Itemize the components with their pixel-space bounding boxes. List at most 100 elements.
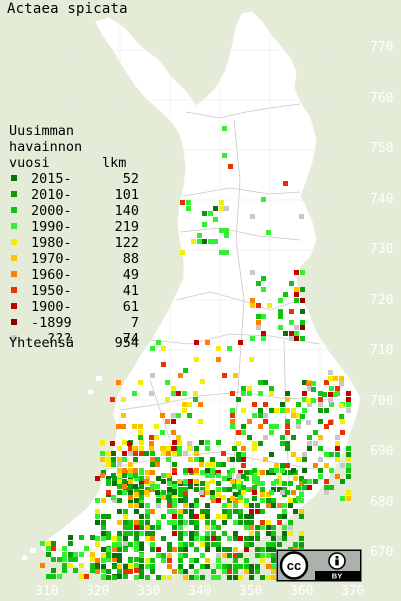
observation-square <box>285 408 290 413</box>
observation-square <box>161 490 166 495</box>
observation-square <box>128 473 133 478</box>
observation-square <box>90 535 95 540</box>
observation-square <box>132 424 137 429</box>
observation-square <box>266 470 271 475</box>
observation-square <box>84 546 89 551</box>
attribution-icon <box>328 552 346 570</box>
observation-square <box>213 217 218 222</box>
observation-square <box>271 487 276 492</box>
observation-square <box>128 569 133 574</box>
observation-square <box>177 446 182 451</box>
observation-square <box>171 430 176 435</box>
observation-square <box>244 503 249 508</box>
observation-square <box>205 440 210 445</box>
observation-square <box>133 468 138 473</box>
observation-square <box>236 397 241 402</box>
observation-square <box>172 440 177 445</box>
observation-square <box>46 546 51 551</box>
observation-square <box>329 386 334 391</box>
legend-total-label: Yhteensä <box>9 335 75 351</box>
observation-square <box>150 373 155 378</box>
observation-square <box>299 542 304 547</box>
observation-square <box>178 558 183 563</box>
observation-square <box>233 509 238 514</box>
observation-square <box>128 451 133 456</box>
observation-square <box>167 476 172 481</box>
observation-square <box>149 435 154 440</box>
observation-square <box>302 380 307 385</box>
island <box>30 548 36 553</box>
observation-square <box>194 479 199 484</box>
observation-square <box>123 509 128 514</box>
legend-count: 49 <box>122 267 139 283</box>
observation-square <box>318 435 323 440</box>
observation-square <box>241 490 246 495</box>
legend-swatch <box>11 255 17 261</box>
observation-square <box>285 463 290 468</box>
observation-square <box>244 514 249 519</box>
observation-square <box>123 514 128 519</box>
observation-square <box>250 303 255 308</box>
observation-square <box>101 558 106 563</box>
observation-square <box>51 541 56 546</box>
observation-square <box>189 531 194 536</box>
observation-square <box>269 452 274 457</box>
observation-square <box>285 446 290 451</box>
legend-row: 1990- 219 <box>9 219 139 235</box>
observation-square <box>128 487 133 492</box>
observation-square <box>335 474 340 479</box>
observation-square <box>274 424 279 429</box>
svg-text:cc: cc <box>287 558 301 573</box>
observation-square <box>346 446 351 451</box>
observation-square <box>51 557 56 562</box>
observation-square <box>335 435 340 440</box>
observation-square <box>289 336 294 341</box>
legend-count-header: lkm <box>102 155 127 171</box>
observation-square <box>227 498 232 503</box>
observation-square <box>244 525 249 530</box>
observation-square <box>311 398 316 403</box>
observation-square <box>167 503 172 508</box>
observation-square <box>149 446 154 451</box>
observation-square <box>117 498 122 503</box>
observation-square <box>233 536 238 541</box>
observation-square <box>224 228 229 233</box>
observation-square <box>150 509 155 514</box>
observation-square <box>324 424 329 429</box>
observation-square <box>227 536 232 541</box>
observation-square <box>171 419 176 424</box>
observation-square <box>271 547 276 552</box>
observation-square <box>167 553 172 558</box>
observation-square <box>283 331 288 336</box>
observation-square <box>346 408 351 413</box>
observation-square <box>282 531 287 536</box>
cc-by-license-badge[interactable]: cc BY <box>276 549 362 582</box>
observation-square <box>227 575 232 580</box>
legend-label: 2015- <box>31 171 72 187</box>
observation-square <box>216 575 221 580</box>
observation-square <box>340 463 345 468</box>
observation-square <box>278 309 283 314</box>
observation-square <box>117 547 122 552</box>
observation-square <box>339 381 344 386</box>
observation-square <box>227 564 232 569</box>
observation-square <box>324 479 329 484</box>
observation-square <box>256 314 261 319</box>
observation-square <box>244 470 249 475</box>
observation-square <box>84 574 89 579</box>
observation-square <box>249 531 254 536</box>
observation-square <box>106 553 111 558</box>
observation-square <box>110 441 115 446</box>
observation-square <box>197 233 202 238</box>
observation-square <box>117 542 122 547</box>
legend-heading-line-3: vuosi <box>9 155 50 171</box>
observation-square <box>255 470 260 475</box>
observation-square <box>300 336 305 341</box>
observation-square <box>249 487 254 492</box>
observation-square <box>210 479 215 484</box>
observation-square <box>106 557 111 562</box>
observation-square <box>150 547 155 552</box>
observation-square <box>252 402 257 407</box>
observation-square <box>227 569 232 574</box>
observation-square <box>123 487 128 492</box>
